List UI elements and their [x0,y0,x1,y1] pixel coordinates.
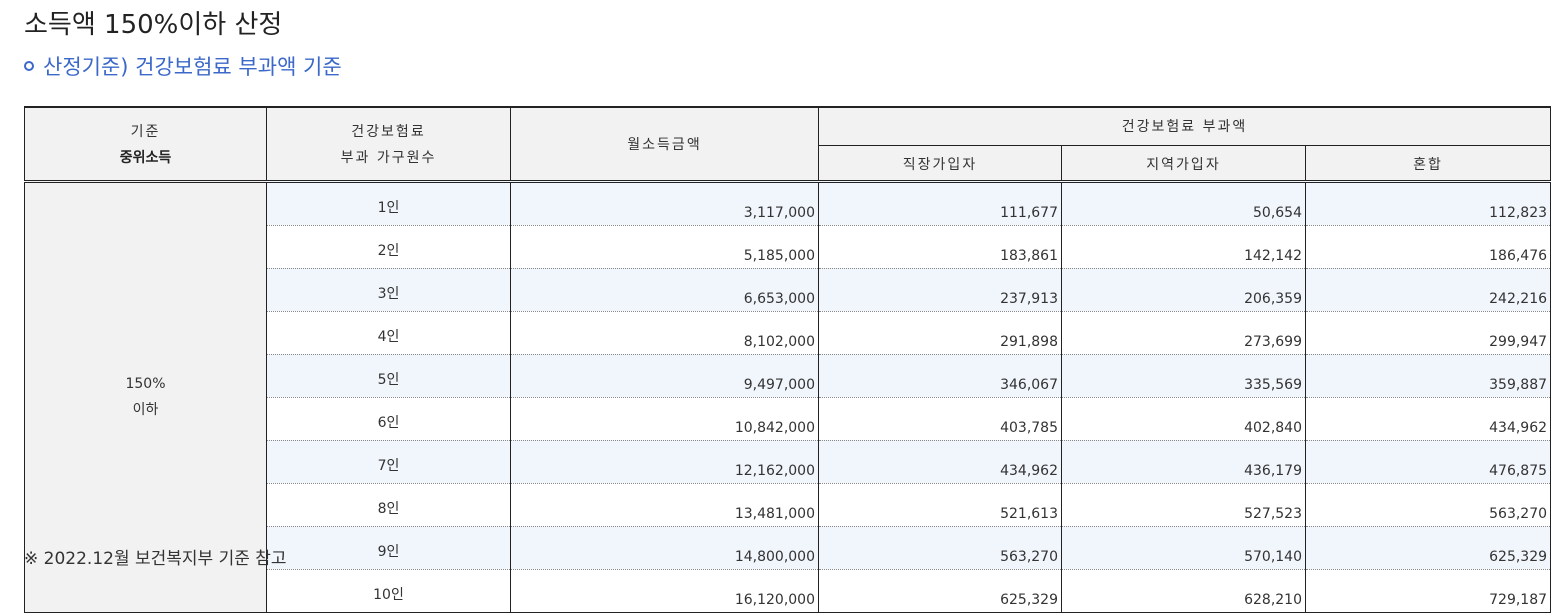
income-cell: 8,102,000 [510,311,819,355]
household-count-cell: 4인 [266,311,511,355]
household-count-cell: 3인 [266,268,511,312]
header-basis: 기준 중위소득 [24,106,267,182]
household-count-cell: 7인 [266,440,511,484]
income-cell: 12,162,000 [510,440,819,484]
header-household: 건강보험료 부과 가구원수 [266,106,511,182]
household-count-cell: 9인 [266,526,511,570]
income-cell: 16,120,000 [510,569,819,613]
employee-cell: 291,898 [818,311,1062,355]
header-employee: 직장가입자 [818,144,1062,182]
household-count-cell: 2인 [266,225,511,269]
table-row: 8인 13,481,000 521,613 527,523 563,270 [25,483,1552,527]
table-row: 9인 14,800,000 563,270 570,140 625,329 [25,526,1552,570]
income-cell: 14,800,000 [510,526,819,570]
header-household-line1: 건강보험료 [351,123,426,140]
premium-table: 기준 중위소득 건강보험료 부과 가구원수 월소득금액 건강보험료 부과액 직장… [24,106,1552,613]
employee-cell: 625,329 [818,569,1062,613]
mixed-cell: 434,962 [1304,397,1552,441]
header-basis-line1: 기준 [130,123,161,140]
basis-value-line2: 이하 [132,402,159,418]
header-subrow: 직장가입자 지역가입자 혼합 [25,144,1552,182]
basis-value-cell: 150% 이하 [24,179,267,613]
regional-cell: 527,523 [1061,483,1306,527]
table-row: 4인 8,102,000 291,898 273,699 299,947 [25,311,1552,355]
employee-cell: 563,270 [818,526,1062,570]
table-row: 6인 10,842,000 403,785 402,840 434,962 [25,397,1552,441]
household-count-cell: 5인 [266,354,511,398]
mixed-cell: 625,329 [1304,526,1552,570]
employee-cell: 111,677 [818,179,1062,226]
employee-cell: 183,861 [818,225,1062,269]
table-row: 2인 5,185,000 183,861 142,142 186,476 [25,225,1552,269]
household-count-cell: 6인 [266,397,511,441]
section-subtitle: 산정기준) 건강보험료 부과액 기준 [24,51,342,81]
income-cell: 9,497,000 [510,354,819,398]
header-mixed: 혼합 [1304,144,1552,182]
household-count-cell: 8인 [266,483,511,527]
mixed-cell: 729,187 [1304,569,1552,613]
basis-value-line1: 150% [125,376,166,392]
header-income: 월소득금액 [510,106,819,182]
mixed-cell: 242,216 [1304,268,1552,312]
income-cell: 5,185,000 [510,225,819,269]
header-basis-line2: 중위소득 [119,149,172,166]
regional-cell: 628,210 [1061,569,1306,613]
income-cell: 3,117,000 [510,179,819,226]
household-count-cell: 10인 [266,569,511,613]
mixed-cell: 476,875 [1304,440,1552,484]
header-premium-group: 건강보험료 부과액 [817,106,1552,146]
mixed-cell: 112,823 [1304,179,1552,226]
regional-cell: 206,359 [1061,268,1306,312]
table-row: 3인 6,653,000 237,913 206,359 242,216 [25,268,1552,312]
header-household-line2: 부과 가구원수 [340,149,437,166]
regional-cell: 142,142 [1061,225,1306,269]
regional-cell: 50,654 [1061,179,1306,226]
table-row: 7인 12,162,000 434,962 436,179 476,875 [25,440,1552,484]
header-regional: 지역가입자 [1061,144,1306,182]
income-cell: 10,842,000 [510,397,819,441]
employee-cell: 521,613 [818,483,1062,527]
mixed-cell: 359,887 [1304,354,1552,398]
table-row: 5인 9,497,000 346,067 335,569 359,887 [25,354,1552,398]
footnote: ※ 2022.12월 보건복지부 기준 참고 [24,549,287,569]
employee-cell: 434,962 [818,440,1062,484]
regional-cell: 570,140 [1061,526,1306,570]
mixed-cell: 563,270 [1304,483,1552,527]
header-row: 기준 중위소득 건강보험료 부과 가구원수 월소득금액 건강보험료 부과액 [24,106,1552,182]
regional-cell: 335,569 [1061,354,1306,398]
employee-cell: 346,067 [818,354,1062,398]
income-cell: 13,481,000 [510,483,819,527]
circle-bullet-icon [24,61,34,71]
mixed-cell: 299,947 [1304,311,1552,355]
mixed-cell: 186,476 [1304,225,1552,269]
household-count-cell: 1인 [266,179,511,226]
regional-cell: 436,179 [1061,440,1306,484]
employee-cell: 237,913 [818,268,1062,312]
page-title: 소득액 150%이하 산정 [24,10,283,40]
employee-cell: 403,785 [818,397,1062,441]
subtitle-text: 산정기준) 건강보험료 부과액 기준 [43,55,342,79]
table-row: 150% 이하 1인 3,117,000 111,677 50,654 112,… [24,179,1552,613]
income-cell: 6,653,000 [510,268,819,312]
regional-cell: 273,699 [1061,311,1306,355]
regional-cell: 402,840 [1061,397,1306,441]
